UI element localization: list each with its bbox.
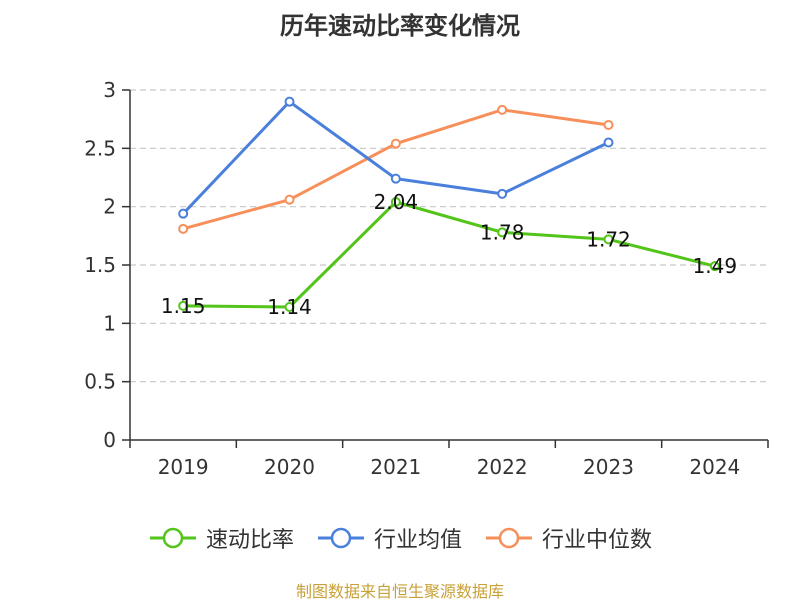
series-lines <box>178 96 720 312</box>
legend-swatch-3-icon <box>486 527 532 549</box>
series-1-point-2024 <box>709 261 720 272</box>
series-1-point-2020 <box>284 302 295 312</box>
legend-label-2: 行业均值 <box>373 528 462 553</box>
series-3-point-2023 <box>603 120 614 130</box>
data-label-2023: 1.72 <box>586 227 631 251</box>
legend-label-1: 速动比率 <box>205 528 294 553</box>
series-2-point-2022 <box>497 188 508 199</box>
y-tick-label-6: 3 <box>103 78 116 102</box>
series-2-point-2023 <box>603 137 614 148</box>
y-tick-label-5: 2.5 <box>84 136 116 160</box>
series-1-point-2021 <box>390 197 401 207</box>
data-label-2021: 2.04 <box>374 190 419 214</box>
legend-item-3[interactable]: 行业中位数 <box>484 522 652 554</box>
series-1-point-2023 <box>603 234 614 245</box>
series-2-point-2020 <box>284 96 295 107</box>
data-label-2020: 1.14 <box>267 295 312 319</box>
x-tick-label-2: 2021 <box>370 455 421 479</box>
legend-label-3: 行业中位数 <box>542 528 653 553</box>
y-tick-label-3: 1.5 <box>84 253 116 277</box>
x-tick-label-0: 2019 <box>158 455 209 479</box>
y-tick-label-2: 1 <box>103 311 116 335</box>
legend-swatch-circle-3 <box>498 527 520 549</box>
legend-swatch-2-icon <box>317 527 364 549</box>
data-label-2024: 1.49 <box>693 254 738 278</box>
data-labels: 1.15 1.14 2.04 1.78 1.72 1.49 <box>161 190 737 319</box>
series-1-point-2022 <box>497 227 508 238</box>
source-note: 制图数据来自恒生聚源数据库 <box>295 582 504 601</box>
series-2-point-2019 <box>178 208 189 219</box>
legend: 速动比率 行业均值 行业中位数 <box>0 522 800 554</box>
legend-item-1[interactable]: 速动比率 <box>148 522 294 554</box>
y-tick-label-1: 0.5 <box>84 370 116 394</box>
legend-item-2[interactable]: 行业均值 <box>316 522 462 554</box>
series-3-point-2022 <box>497 104 508 115</box>
data-label-2022: 1.78 <box>480 220 525 244</box>
chart-title: 历年速动比率变化情况 <box>280 12 520 40</box>
y-tick-label-0: 0 <box>103 428 116 452</box>
y-tick-label-4: 2 <box>103 195 116 219</box>
series-2-point-2021 <box>390 173 401 184</box>
axes: 0 0.5 1 1.5 2 2.5 3 2019 2020 2021 2022 2023 2024 <box>84 78 769 479</box>
grid-lines <box>130 89 768 383</box>
series-3-point-2021 <box>390 138 401 149</box>
legend-swatch-circle-1 <box>162 527 184 549</box>
legend-swatch-circle-2 <box>330 527 352 549</box>
x-tick-label-1: 2020 <box>264 455 315 479</box>
x-tick-label-3: 2022 <box>477 455 528 479</box>
series-3-point-2019 <box>178 223 189 234</box>
x-tick-label-5: 2024 <box>689 455 740 479</box>
data-label-2019: 1.15 <box>161 294 206 318</box>
legend-swatch-1-icon <box>149 527 196 549</box>
series-1-point-2019 <box>178 300 189 311</box>
series-line-1 <box>183 200 716 309</box>
series-3-point-2020 <box>284 194 295 205</box>
x-tick-label-4: 2023 <box>583 455 634 479</box>
